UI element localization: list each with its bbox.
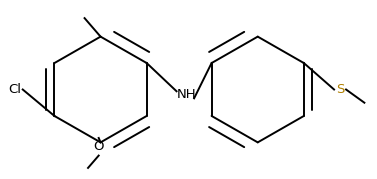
Text: O: O [93, 140, 104, 153]
Text: NH: NH [177, 88, 196, 101]
Text: S: S [336, 83, 344, 96]
Text: Cl: Cl [8, 83, 21, 96]
